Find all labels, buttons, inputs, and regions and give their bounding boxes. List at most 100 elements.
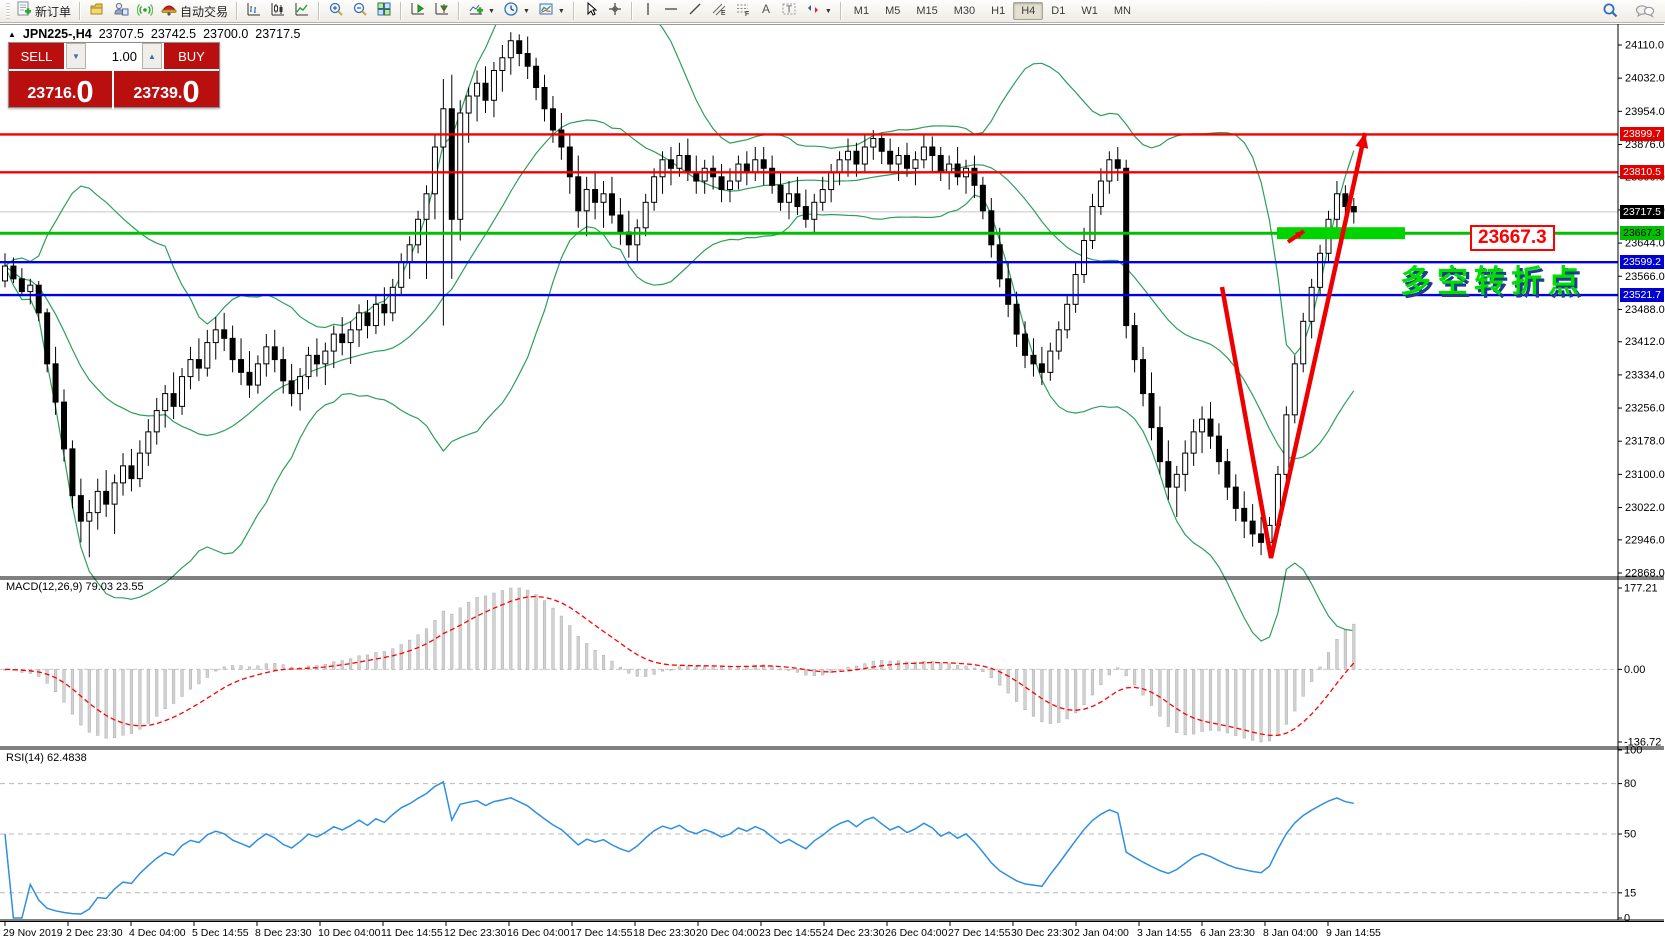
buy-price-big-digit: 0 [182, 74, 200, 109]
toolbar-grip [6, 3, 10, 19]
line-chart-button[interactable] [290, 0, 314, 22]
sell-price[interactable]: 23716. 0 [9, 71, 114, 109]
bar-chart-button[interactable] [242, 0, 266, 22]
arrows-caret-icon[interactable]: ▼ [824, 7, 832, 15]
arrows-icon [805, 1, 821, 22]
market-watch-button[interactable] [109, 0, 133, 22]
profiles-button[interactable] [85, 0, 109, 22]
text-button[interactable]: A [755, 0, 777, 22]
line-chart-icon [294, 1, 310, 22]
rsi-axis-label: 0 [1624, 913, 1630, 925]
svg-text:A: A [762, 2, 770, 16]
main-toolbar: 新订单 自动交易 [0, 0, 1665, 23]
volume-increase-button[interactable]: ▲ [142, 43, 162, 69]
time-label: 9 Jan 14:55 [1326, 927, 1381, 939]
timeframe-button-m15[interactable]: M15 [916, 5, 938, 17]
price-tick-label: 23954.0 [1625, 106, 1665, 118]
annotation-price-tag[interactable]: 23667.3 [1470, 225, 1555, 251]
time-label: 3 Jan 14:55 [1137, 927, 1192, 939]
timeframe-toolbar: M1 M5 M15 M30 H1 H4 D1 W1 MN [846, 2, 1139, 20]
symbol-low: 23700.0 [203, 27, 249, 41]
rsi-header: RSI(14) 62.4838 [6, 752, 87, 764]
timeframe-button-d1[interactable]: D1 [1051, 5, 1066, 17]
time-label: 16 Dec 04:00 [507, 927, 570, 939]
crosshair-button[interactable] [603, 0, 627, 22]
timeframe-button-m1[interactable]: M1 [853, 5, 870, 17]
auto-scroll-icon [410, 1, 426, 22]
timeframe-button-m30[interactable]: M30 [953, 5, 976, 17]
autotrade-label: 自动交易 [180, 4, 229, 19]
indicators-caret-icon[interactable]: ▼ [488, 7, 495, 15]
time-label: 5 Dec 14:55 [192, 927, 249, 939]
search-icon [1602, 2, 1619, 24]
time-label: 4 Dec 04:00 [129, 927, 186, 939]
symbol-info: ▲ JPN225-,H4 23707.5 23742.5 23700.0 237… [8, 27, 300, 41]
horizontal-line-button[interactable] [659, 0, 683, 22]
v-arrow-line[interactable] [1219, 132, 1368, 559]
one-click-trading-panel: SELL ▼ 1.00 ▲ BUY 23716. 0 23739. 0 [8, 42, 220, 109]
price-tick-label: 23644.0 [1625, 238, 1665, 250]
vertical-line-button[interactable] [637, 0, 659, 22]
macd-axis-zero: 0.00 [1624, 664, 1645, 676]
autotrade-icon [161, 1, 177, 22]
candlestick-chart-button[interactable] [266, 0, 290, 22]
annotation-cn-text[interactable]: 多空转折点 [1400, 264, 1585, 299]
timeframe-button-m5[interactable]: M5 [885, 5, 901, 17]
price-tick-label: 24110.0 [1625, 40, 1664, 52]
symbol-high: 23742.5 [150, 27, 197, 41]
rsi-axis-label: 15 [1624, 887, 1636, 899]
chat-button[interactable] [1631, 2, 1659, 24]
volume-input[interactable]: 1.00 [111, 48, 137, 64]
buy-button[interactable]: BUY [178, 48, 205, 64]
chart-shift-button[interactable] [430, 0, 454, 22]
toolbar-separator [400, 2, 403, 20]
time-label: 11 Dec 14:55 [381, 927, 443, 939]
auto-scroll-button[interactable] [406, 0, 430, 22]
volume-decrease-button[interactable]: ▼ [66, 43, 86, 69]
price-tick-label: 24032.0 [1625, 73, 1665, 85]
time-label: 12 Dec 23:30 [444, 927, 507, 939]
sell-price-main: 23716 [27, 85, 72, 102]
periods-caret-icon[interactable]: ▼ [522, 7, 530, 15]
text-label-button[interactable]: T [777, 0, 801, 22]
search-button[interactable] [1598, 2, 1623, 24]
price-tick-label: 23800.0 [1625, 171, 1665, 183]
buy-price[interactable]: 23739. 0 [114, 71, 219, 109]
timeframe-button-h1[interactable]: H1 [991, 5, 1006, 17]
arrows-button[interactable]: ▼ [801, 0, 836, 22]
symbol-open: 23707.5 [98, 27, 144, 41]
chart-window[interactable]: 24110.0 24032.0 23954.0 23876.0 23800.0 23722… [0, 24, 1665, 940]
zoom-in-button[interactable] [324, 0, 348, 22]
fibonacci-button[interactable]: F [731, 0, 755, 22]
templates-button[interactable]: ▼ [534, 0, 569, 22]
trendline-button[interactable] [683, 0, 707, 22]
time-label: 29 Nov 2019 [3, 927, 63, 939]
new-order-button[interactable]: 新订单 [12, 0, 75, 22]
toolbar-separator [79, 2, 82, 20]
time-axis: 29 Nov 2019 2 Dec 23:30 4 Dec 04:00 5 Dec 1… [3, 922, 1381, 939]
cursor-button[interactable] [579, 0, 603, 22]
timeframe-button-mn[interactable]: MN [1113, 5, 1131, 17]
templates-caret-icon[interactable]: ▼ [557, 7, 565, 15]
price-tick-label: 23334.0 [1625, 369, 1665, 381]
zoom-out-button[interactable] [348, 0, 372, 22]
indicators-button[interactable]: ▼ [464, 0, 499, 22]
profiles-icon [89, 1, 105, 22]
channel-button[interactable]: E [707, 0, 731, 22]
timeframe-button-w1[interactable]: W1 [1081, 5, 1098, 17]
autotrade-button[interactable]: 自动交易 [157, 0, 232, 22]
symbol-marker-icon: ▲ [8, 29, 16, 39]
time-label: 17 Dec 14:55 [570, 927, 633, 939]
arrowhead-icon [1295, 231, 1304, 239]
periods-button[interactable]: ▼ [499, 0, 534, 22]
chart-plot[interactable]: 24110.0 24032.0 23954.0 23876.0 23800.0 23722… [0, 24, 1665, 940]
sell-price-big-digit: 0 [76, 74, 94, 109]
timeframe-button-h4[interactable]: H4 [1013, 2, 1044, 20]
sell-button[interactable]: SELL [20, 48, 53, 64]
svg-text:F: F [745, 11, 749, 17]
price-tick-label: 23178.0 [1625, 436, 1665, 448]
tile-windows-button[interactable] [372, 0, 396, 22]
time-label: 2 Dec 23:30 [66, 927, 123, 939]
candlestick-chart-icon [270, 1, 286, 22]
signal-button[interactable] [133, 0, 157, 22]
